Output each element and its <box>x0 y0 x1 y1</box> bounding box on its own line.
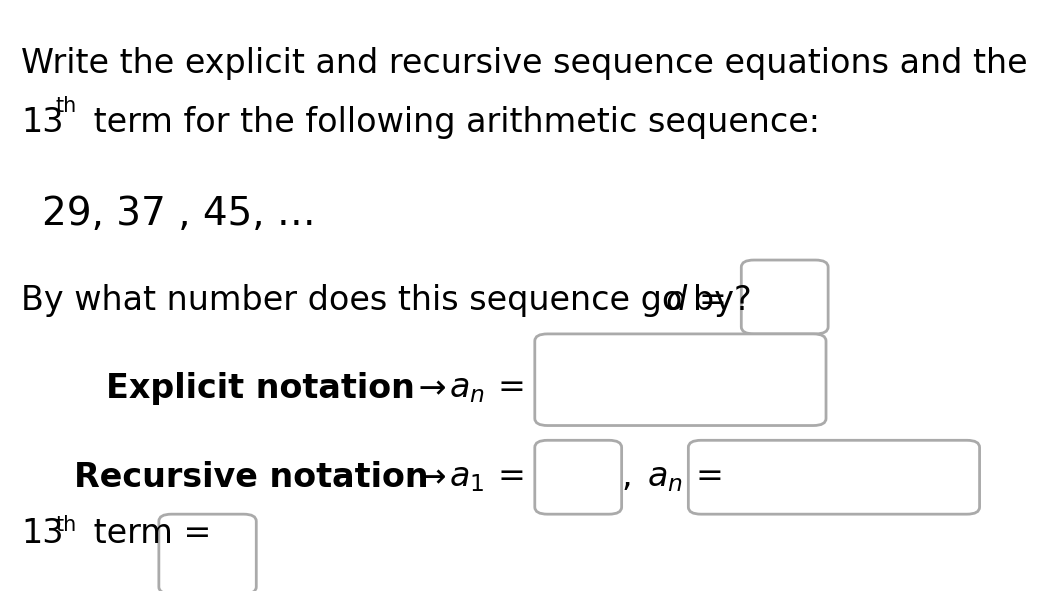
Text: $,\;a_n\,=$: $,\;a_n\,=$ <box>621 461 721 494</box>
FancyBboxPatch shape <box>741 260 828 334</box>
FancyBboxPatch shape <box>535 440 622 514</box>
Text: Explicit notation: Explicit notation <box>106 372 415 405</box>
Text: →: → <box>408 461 457 494</box>
Text: term for the following arithmetic sequence:: term for the following arithmetic sequen… <box>83 106 820 139</box>
Text: 13: 13 <box>21 517 64 550</box>
Text: term =: term = <box>83 517 211 550</box>
Text: $d\,=$: $d\,=$ <box>665 284 724 317</box>
FancyBboxPatch shape <box>535 334 826 426</box>
Text: th: th <box>55 96 76 116</box>
FancyBboxPatch shape <box>159 514 256 591</box>
Text: Recursive notation: Recursive notation <box>74 461 429 494</box>
Text: $a_n\,=$: $a_n\,=$ <box>449 372 523 405</box>
Text: 29, 37 , 45, …: 29, 37 , 45, … <box>42 195 316 233</box>
FancyBboxPatch shape <box>688 440 980 514</box>
Text: $a_1\,=$: $a_1\,=$ <box>449 461 523 494</box>
Text: Write the explicit and recursive sequence equations and the: Write the explicit and recursive sequenc… <box>21 47 1028 80</box>
Text: 13: 13 <box>21 106 64 139</box>
Text: By what number does this sequence go by?: By what number does this sequence go by? <box>21 284 752 317</box>
Text: →: → <box>408 372 457 405</box>
Text: th: th <box>55 515 76 535</box>
